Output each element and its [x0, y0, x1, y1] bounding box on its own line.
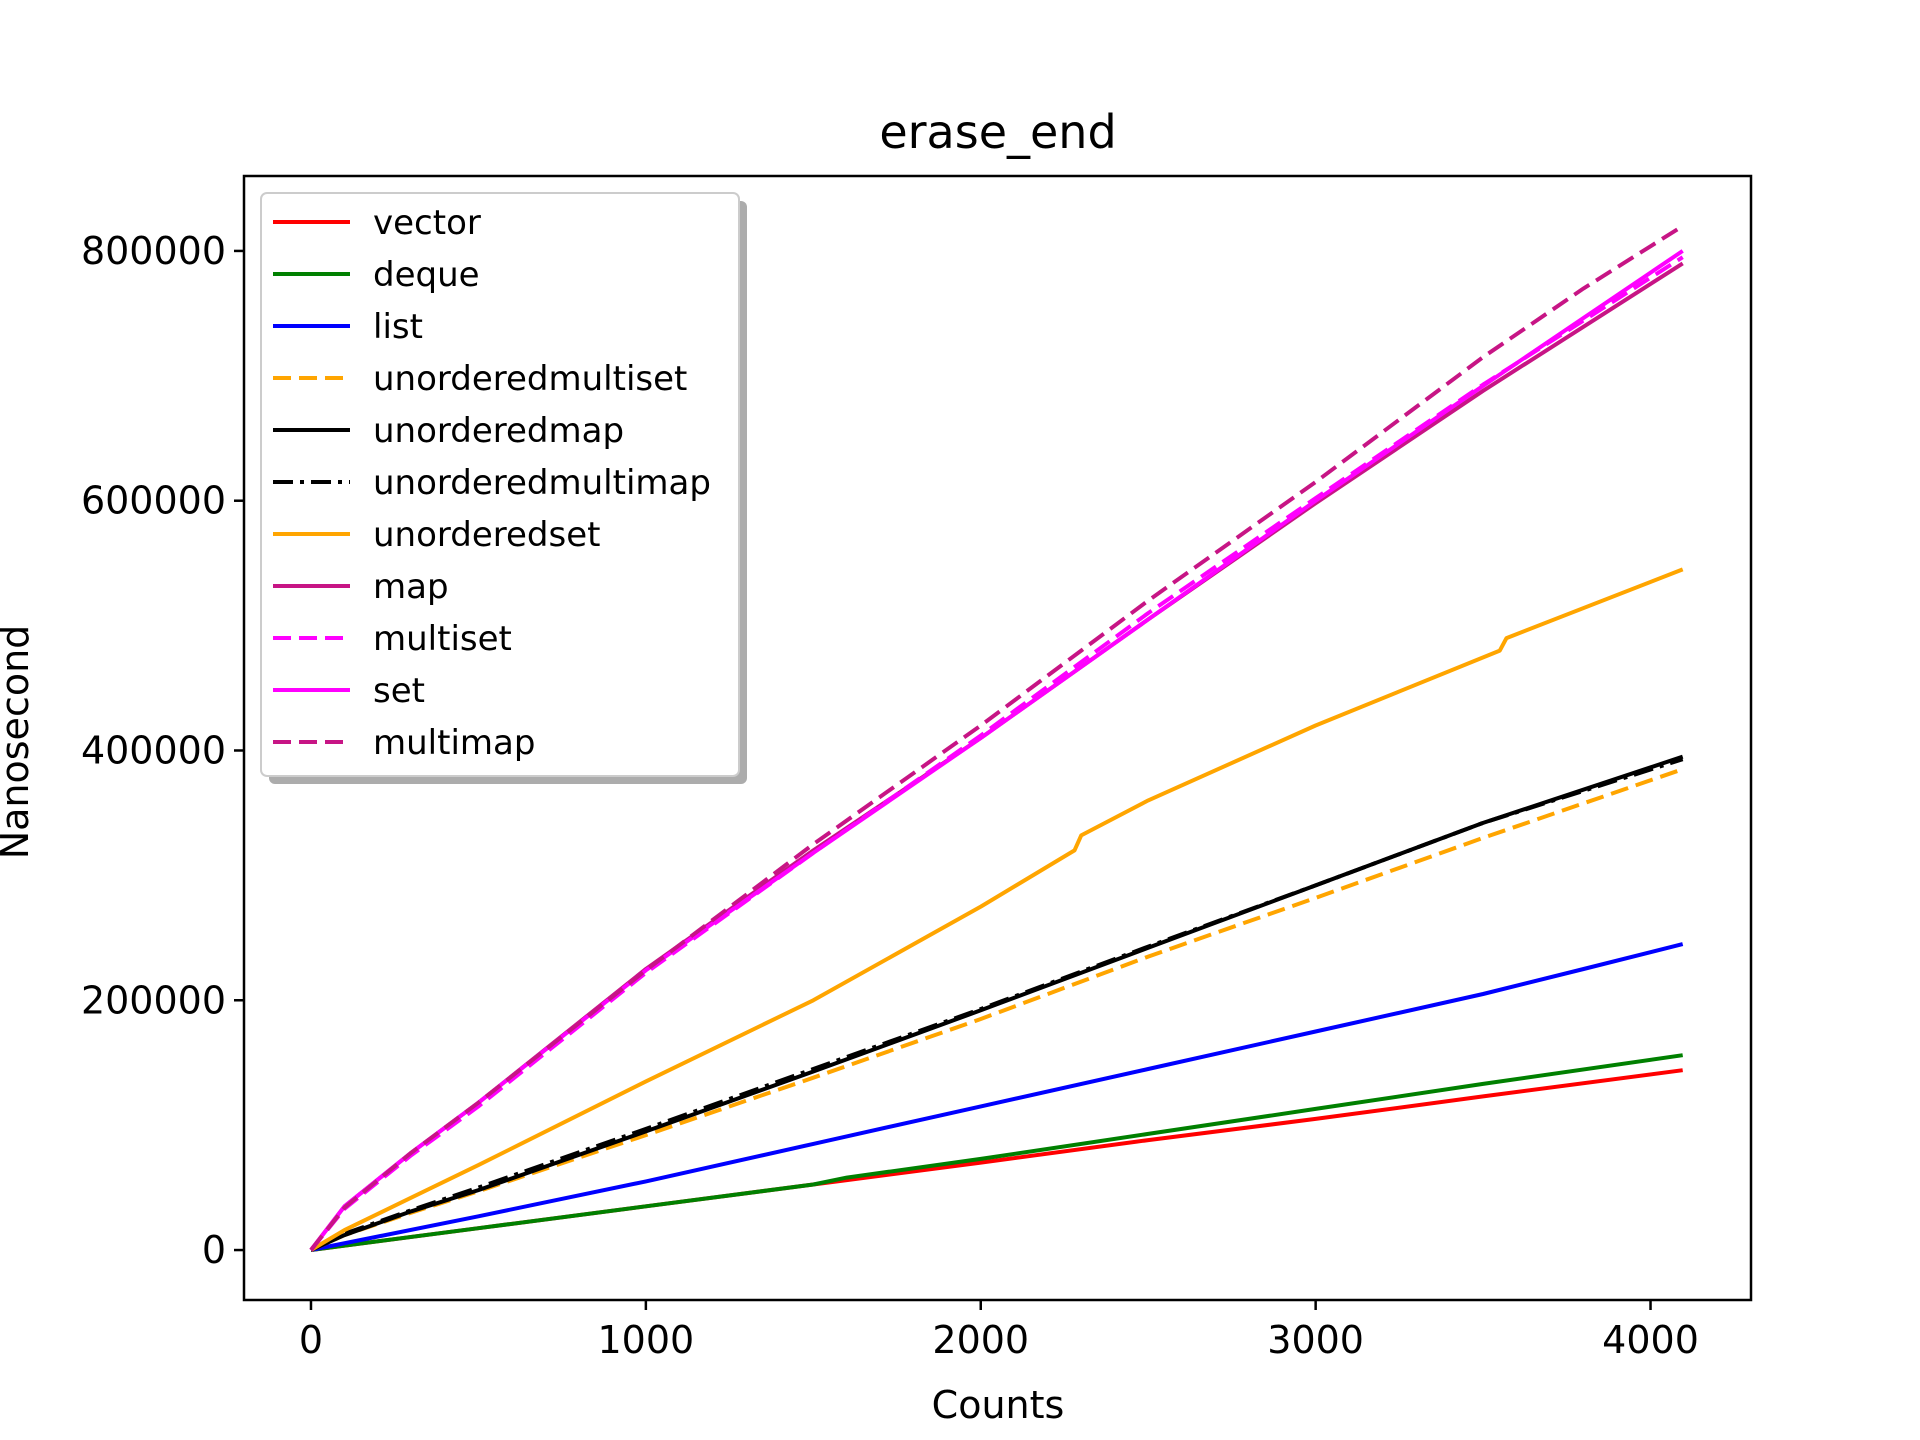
- y-tick-label: 0: [202, 1228, 226, 1272]
- plot-frame: [242, 174, 1753, 1302]
- y-tick-label: 400000: [81, 728, 226, 772]
- y-tick-label: 800000: [81, 229, 226, 273]
- series-line-unorderedset: [309, 567, 1684, 1252]
- chart-title: erase_end: [879, 105, 1116, 159]
- legend-label-unorderedmultimap: unorderedmultimap: [373, 463, 711, 503]
- legend-label-deque: deque: [373, 255, 480, 295]
- x-tick-label: 1000: [598, 1318, 695, 1362]
- x-tick-label: 0: [299, 1318, 323, 1362]
- x-tick-label: 3000: [1267, 1318, 1364, 1362]
- y-axis-label: Nanosecond: [0, 625, 37, 860]
- legend-label-vector: vector: [373, 203, 481, 243]
- legend-label-unorderedmap: unorderedmap: [373, 411, 624, 451]
- x-axis-label: Counts: [932, 1383, 1065, 1427]
- legend-label-unorderedset: unorderedset: [373, 515, 600, 555]
- series-line-list: [310, 942, 1684, 1252]
- series-line-unorderedmultimap: [310, 757, 1684, 1252]
- y-axis-ticks: 0 200000 400000 600000 800000: [81, 229, 244, 1272]
- series-line-multimap: [309, 224, 1684, 1252]
- legend-label-multimap: multimap: [373, 723, 535, 763]
- x-tick-label: 4000: [1602, 1318, 1699, 1362]
- series-line-deque: [310, 1053, 1683, 1252]
- legend-label-multiset: multiset: [373, 619, 512, 659]
- legend-items: vector deque list unorderedmultiset unordere…: [273, 203, 711, 763]
- legend-label-set: set: [373, 671, 425, 711]
- x-tick-label: 2000: [932, 1318, 1029, 1362]
- legend-box: [260, 192, 740, 777]
- legend-label-map: map: [373, 567, 449, 607]
- legend-label-unorderedmultiset: unorderedmultiset: [373, 359, 687, 399]
- legend-label-list: list: [373, 307, 423, 347]
- y-tick-label: 200000: [81, 978, 226, 1022]
- series-layer: [309, 224, 1684, 1252]
- x-axis-ticks: 0 1000 2000 3000 4000: [299, 1300, 1699, 1362]
- legend: vector deque list unorderedmultiset unordere…: [260, 192, 747, 784]
- y-tick-label: 600000: [81, 479, 226, 523]
